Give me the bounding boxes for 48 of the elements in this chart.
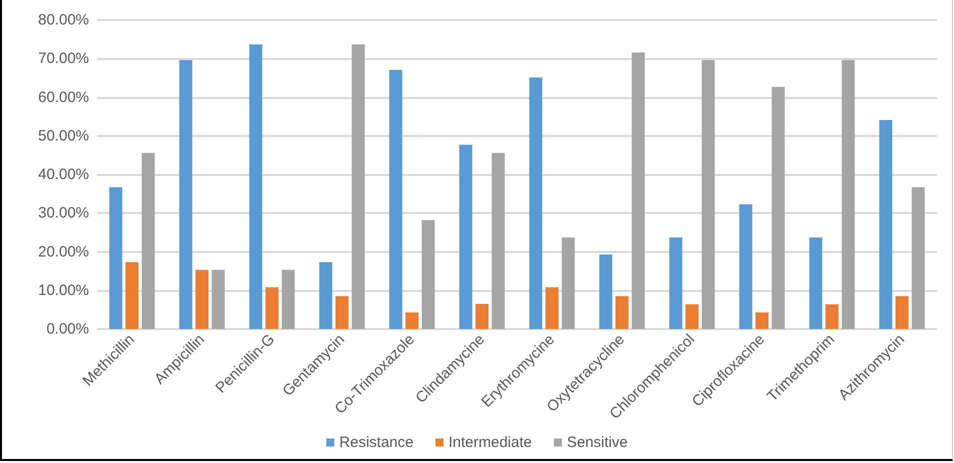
bar	[109, 187, 122, 329]
bar	[599, 254, 612, 329]
y-tick-label: 0.00%	[46, 320, 89, 338]
bar	[459, 144, 472, 329]
bar	[756, 312, 768, 329]
bar	[249, 44, 262, 329]
bar	[896, 296, 908, 329]
bar	[126, 262, 138, 329]
bar	[842, 60, 855, 329]
bar	[912, 187, 925, 329]
bar	[632, 52, 645, 329]
bar	[406, 312, 418, 329]
bar	[669, 237, 682, 329]
y-tick-label: 10.00%	[38, 282, 89, 299]
y-tick-label: 80.00%	[38, 12, 89, 28]
bar	[179, 60, 192, 329]
bar	[562, 237, 575, 329]
bar	[196, 270, 208, 329]
bar	[546, 287, 558, 329]
bar	[879, 120, 892, 329]
bar	[336, 296, 348, 329]
bar	[492, 152, 505, 329]
bar	[266, 287, 278, 329]
bar	[389, 70, 402, 329]
y-tick-label: 20.00%	[38, 243, 89, 260]
bar	[282, 270, 295, 329]
bar	[212, 270, 225, 329]
bar	[422, 220, 435, 329]
bar	[772, 86, 785, 329]
legend-label: Resistance	[339, 434, 414, 451]
bar	[616, 296, 628, 329]
bar	[739, 204, 752, 329]
legend-label: Sensitive	[566, 434, 628, 451]
bar	[529, 78, 542, 329]
bar	[686, 304, 698, 329]
legend-label: Intermediate	[448, 434, 532, 451]
bar	[826, 304, 838, 329]
bar	[142, 152, 155, 329]
y-tick-label: 60.00%	[38, 88, 89, 106]
bar	[319, 262, 332, 329]
y-tick-label: 30.00%	[38, 204, 89, 222]
bar	[352, 44, 365, 329]
bar	[702, 60, 715, 329]
bar	[476, 304, 488, 329]
bar	[809, 237, 822, 329]
y-tick-label: 50.00%	[38, 127, 89, 144]
y-tick-label: 40.00%	[38, 166, 89, 183]
y-tick-label: 70.00%	[38, 50, 89, 68]
